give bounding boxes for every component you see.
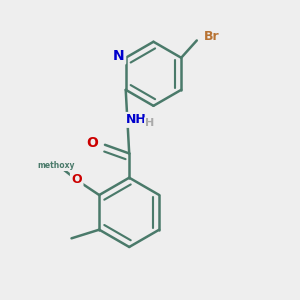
Text: O: O: [71, 173, 82, 186]
Text: NH: NH: [126, 113, 146, 126]
Text: N: N: [113, 49, 124, 63]
Text: H: H: [146, 118, 154, 128]
Text: methoxy: methoxy: [37, 161, 75, 170]
Text: Br: Br: [204, 31, 219, 44]
Text: O: O: [86, 136, 98, 150]
